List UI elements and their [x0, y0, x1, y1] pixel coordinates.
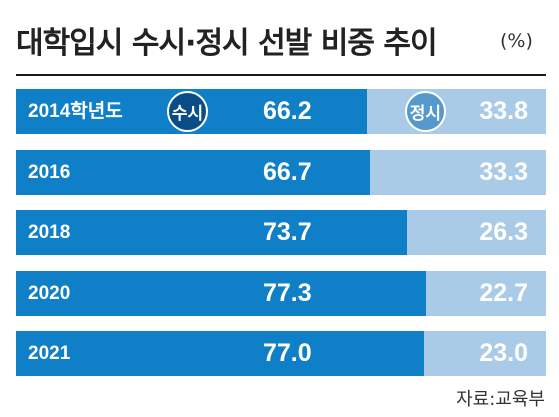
category-label: 2014학년도 [28, 101, 123, 122]
category-label: 2020 [28, 282, 71, 304]
value-label-susi: 66.7 [263, 157, 312, 186]
bar-jeongsi: 33.8 정시 [366, 89, 546, 134]
value-label-susi: 77.3 [263, 278, 312, 307]
value-label-susi: 73.7 [263, 218, 312, 246]
bar-jeongsi: 33.3 [369, 149, 546, 195]
bar-row: 2020 77.3 22.7 [16, 270, 546, 316]
bar-susi: 2014학년도 66.2 수시 [16, 89, 367, 134]
bar-susi: 2021 77.0 [16, 331, 425, 376]
bar-row: 2014학년도 66.2 수시 33.8 정시 [16, 89, 546, 134]
series-badge-susi: 수시 [167, 91, 208, 132]
series-badge-jeongsi: 정시 [404, 91, 446, 132]
title-divider [16, 74, 546, 76]
category-label: 2018 [28, 222, 71, 243]
value-label-jeongsi: 26.3 [479, 218, 528, 246]
bar-jeongsi: 22.7 [425, 270, 546, 316]
bar-jeongsi: 26.3 [406, 210, 546, 255]
value-label-susi: 77.0 [263, 339, 312, 367]
value-label-jeongsi: 23.0 [479, 339, 528, 367]
value-label-jeongsi: 33.3 [479, 157, 528, 186]
bar-susi: 2020 77.3 [16, 270, 426, 316]
source-label: 자료:교육부 [456, 389, 545, 410]
bar-susi: 2018 73.7 [16, 210, 407, 255]
chart-rows: 2014학년도 66.2 수시 33.8 정시 2016 66.7 33.3 2018 73.7 2… [16, 89, 546, 392]
category-label: 2021 [28, 343, 71, 364]
value-label-jeongsi: 33.8 [479, 97, 528, 125]
bar-jeongsi: 23.0 [424, 331, 546, 376]
value-label-jeongsi: 22.7 [479, 278, 528, 307]
bar-susi: 2016 66.7 [16, 149, 370, 195]
unit-label: (%) [500, 30, 533, 52]
bar-row: 2021 77.0 23.0 [16, 331, 546, 376]
category-label: 2016 [28, 161, 71, 183]
bar-row: 2016 66.7 33.3 [16, 149, 546, 195]
value-label-susi: 66.2 [263, 97, 312, 125]
chart-title: 대학입시 수시·정시 선발 비중 추이 [16, 26, 438, 61]
bar-row: 2018 73.7 26.3 [16, 210, 546, 255]
